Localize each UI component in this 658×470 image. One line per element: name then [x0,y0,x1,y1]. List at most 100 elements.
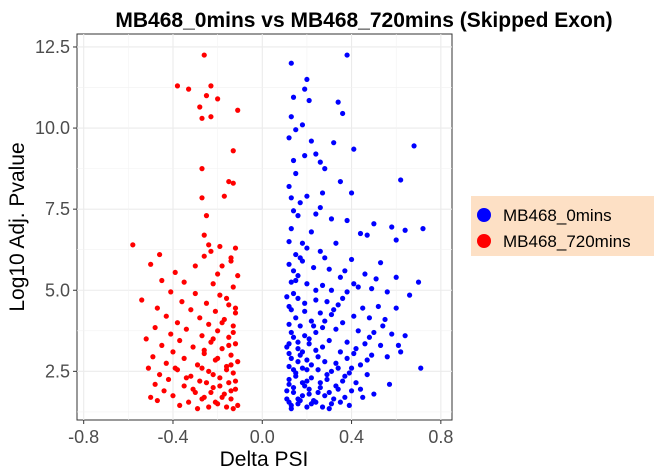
data-point [342,394,348,400]
data-point [139,297,145,303]
data-point [326,389,332,396]
data-point [183,375,189,381]
data-point [295,396,301,402]
data-point [163,313,169,319]
data-point [226,178,232,185]
data-point [286,341,292,347]
legend-key-720mins [477,234,491,248]
data-point [398,349,404,355]
data-point [295,339,301,345]
data-point [143,336,149,342]
data-point [380,323,386,329]
series-1 [130,52,241,412]
data-point [190,344,196,350]
data-point [342,268,348,274]
data-point [324,299,330,305]
data-point [304,357,310,363]
data-point [199,115,205,121]
data-point [360,305,366,311]
data-point [344,355,350,361]
data-point [217,243,223,250]
data-point [355,284,361,290]
data-point [219,346,225,352]
data-point [299,393,306,399]
data-point [230,148,236,154]
data-point [232,310,239,316]
data-point [373,276,379,282]
data-point [315,354,321,360]
data-point [230,406,236,412]
data-point [362,271,368,277]
data-point [197,378,203,384]
data-point [217,292,223,298]
data-point [232,341,239,347]
data-point [366,334,373,340]
data-point [174,320,181,326]
plot-panel [76,33,453,421]
data-point [295,213,301,219]
data-point [232,245,239,251]
data-point [328,287,335,293]
data-point [210,336,216,342]
data-point [286,363,292,370]
data-point [366,315,373,321]
data-point [357,362,364,368]
data-point [393,274,399,280]
data-point [226,302,232,308]
data-point [172,269,178,276]
data-point [203,213,210,219]
data-point [208,83,214,89]
data-point [181,279,187,285]
data-point [293,251,299,258]
data-point [313,347,319,353]
data-point [228,396,234,402]
data-point [304,404,310,410]
data-point [324,371,330,378]
data-point [335,99,341,105]
data-point [355,328,361,334]
data-point [342,373,348,379]
data-point [319,404,326,410]
x-tick-label: 0.8 [428,427,453,447]
data-point [389,224,395,230]
data-point [206,368,212,374]
x-tick-label: -0.8 [68,427,99,447]
data-point [311,264,317,271]
data-point [353,380,359,386]
data-point [331,140,337,146]
data-point [377,260,384,266]
data-point [215,355,221,361]
data-point [197,315,203,321]
data-point [344,289,350,295]
data-point [286,381,292,387]
data-point [308,138,314,144]
data-point [340,110,346,117]
data-point [337,349,343,355]
data-point [344,52,350,58]
x-axis: -0.8 -0.4 0.0 0.4 0.8 [68,420,453,447]
data-point [406,292,413,298]
data-point [302,86,308,92]
data-point [297,200,303,206]
data-point [210,384,216,391]
data-point [203,300,210,306]
data-point [328,311,335,318]
data-point [226,342,232,348]
data-point [351,350,357,357]
data-point [235,273,241,279]
data-point [290,268,297,274]
data-point [351,146,357,152]
data-point [299,122,306,128]
data-point [319,324,326,331]
data-point [313,329,319,336]
data-point [398,177,404,183]
data-point [322,359,328,365]
data-point [351,313,357,319]
data-point [201,232,207,238]
data-point [302,333,308,339]
data-point [362,341,368,347]
data-point [177,402,183,409]
data-point [199,195,205,201]
data-point [308,362,314,368]
data-point [170,393,176,399]
